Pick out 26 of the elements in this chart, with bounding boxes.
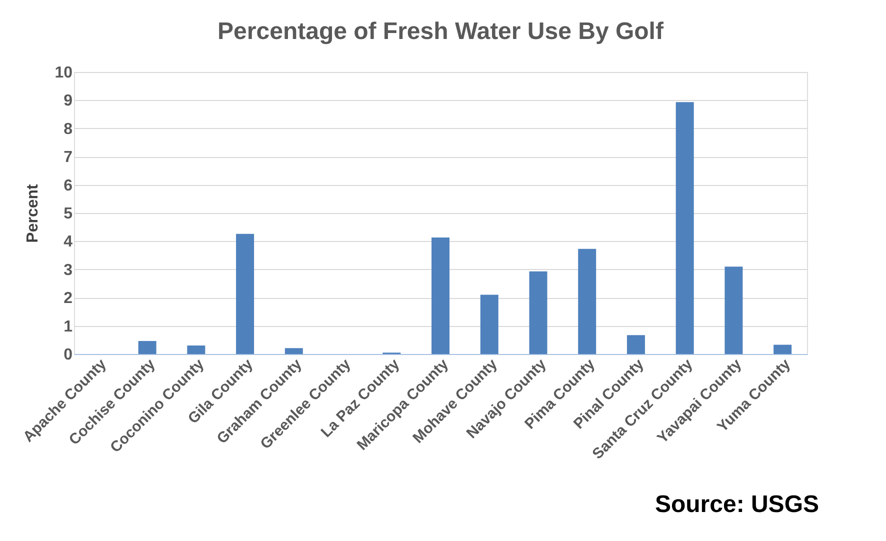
y-axis-title: Percent <box>24 183 42 243</box>
y-tick-label: 3 <box>64 262 73 279</box>
y-tick-label: 5 <box>64 206 73 222</box>
bar <box>138 341 156 354</box>
bar <box>724 266 743 354</box>
y-tick-label: 4 <box>64 234 73 251</box>
y-tick-label: 1 <box>64 318 73 336</box>
bar <box>676 102 694 354</box>
y-tick-label: 7 <box>64 149 73 166</box>
bar <box>236 234 254 354</box>
y-tick-label: 2 <box>64 290 73 308</box>
chart-title: Percentage of Fresh Water Use By Golf <box>218 18 664 45</box>
y-tick-label: 6 <box>64 177 73 194</box>
y-tick-label: 8 <box>64 120 73 138</box>
bar <box>578 248 596 354</box>
bar <box>480 294 498 354</box>
y-tick-label: 0 <box>64 346 73 364</box>
bar <box>529 271 548 354</box>
y-tick-label: 9 <box>64 92 73 110</box>
bar <box>626 335 645 354</box>
source-note: Source: USGS <box>654 491 819 518</box>
bar <box>187 346 206 354</box>
bar <box>432 238 450 354</box>
bar <box>284 348 303 354</box>
bar <box>774 344 792 354</box>
y-tick-label: 10 <box>54 64 73 82</box>
